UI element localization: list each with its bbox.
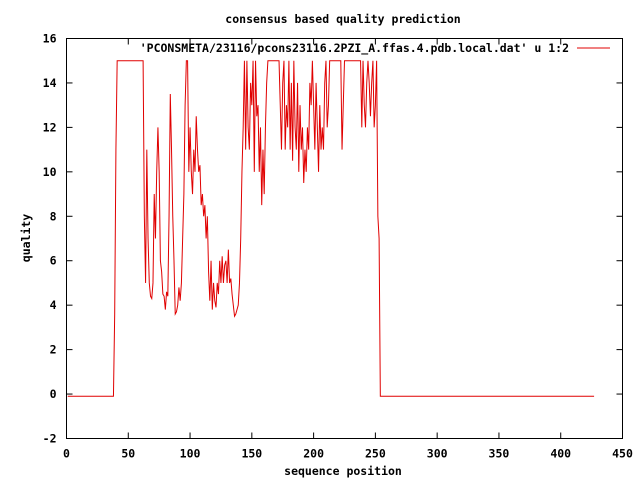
chart-title: consensus based quality prediction	[225, 12, 460, 26]
y-axis-label: quality	[19, 214, 33, 263]
x-tick-label: 200	[303, 447, 324, 461]
x-tick-label: 300	[427, 447, 448, 461]
y-tick-label: 10	[43, 165, 57, 179]
x-tick-label: 350	[489, 447, 510, 461]
x-tick-label: 50	[121, 447, 135, 461]
y-tick-label: 2	[50, 343, 57, 357]
plot-frame	[66, 38, 623, 439]
x-tick-label: 450	[612, 447, 633, 461]
y-tick-label: 16	[43, 32, 57, 46]
y-tick-label: 0	[50, 387, 57, 401]
plot-area: 0 50 100 150 200 250 300 350 400 450 -2 0 2 4 6 8 10 12 1…	[43, 32, 633, 461]
x-tick-label: 400	[550, 447, 571, 461]
x-axis-label: sequence position	[284, 464, 402, 478]
x-tick-label: 100	[180, 447, 201, 461]
y-tick-label: 12	[43, 120, 57, 134]
x-tick-label: 0	[63, 447, 70, 461]
series-line	[67, 60, 595, 397]
x-axis: 0 50 100 150 200 250 300 350 400 450	[63, 38, 633, 461]
x-tick-label: 250	[365, 447, 386, 461]
y-tick-label: -2	[43, 432, 57, 446]
y-axis: -2 0 2 4 6 8 10 12 14 16	[43, 32, 623, 446]
x-tick-label: 150	[241, 447, 262, 461]
y-tick-label: 4	[50, 298, 57, 312]
y-tick-label: 14	[43, 76, 57, 90]
y-tick-label: 8	[50, 209, 57, 223]
y-tick-label: 6	[50, 254, 57, 268]
legend: 'PCONSMETA/23116/pcons23116.2PZI_A.ffas.…	[140, 41, 610, 56]
legend-label: 'PCONSMETA/23116/pcons23116.2PZI_A.ffas.…	[140, 41, 569, 56]
